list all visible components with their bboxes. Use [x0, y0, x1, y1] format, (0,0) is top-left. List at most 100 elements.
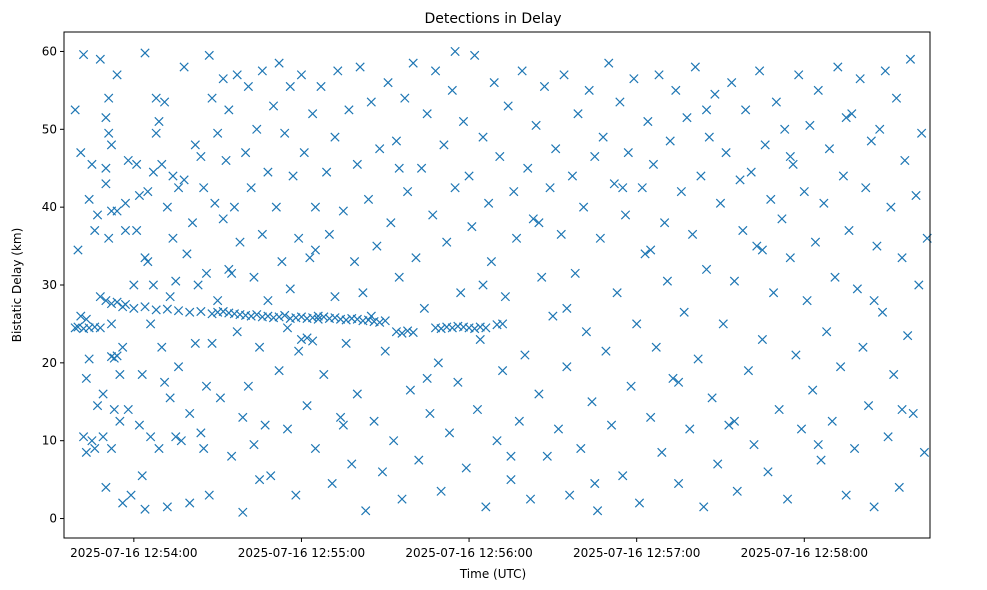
data-point-marker: [115, 416, 125, 426]
data-point-marker: [173, 306, 184, 316]
data-point-marker: [254, 474, 265, 485]
data-point-marker: [442, 237, 452, 247]
data-point-marker: [129, 303, 139, 313]
data-point-marker: [464, 171, 474, 181]
data-point-marker: [129, 280, 139, 290]
data-point-marker: [528, 214, 538, 224]
data-point-marker: [338, 206, 348, 216]
data-point-marker: [352, 389, 362, 399]
data-point-marker: [308, 336, 318, 346]
data-point-marker: [827, 416, 837, 426]
data-point-marker: [612, 288, 622, 298]
data-point-marker: [559, 70, 569, 80]
data-point-marker: [777, 214, 787, 224]
data-point-marker: [830, 272, 840, 282]
data-point-marker: [768, 288, 779, 298]
data-point-marker: [478, 132, 488, 142]
data-point-marker: [640, 249, 650, 259]
data-point-marker: [897, 404, 907, 415]
data-point-marker: [366, 97, 376, 107]
data-point-marker: [495, 151, 505, 162]
data-point-marker: [148, 280, 159, 290]
data-point-marker: [855, 74, 865, 84]
data-point-marker: [302, 401, 312, 411]
data-point-marker: [570, 268, 580, 278]
data-point-marker: [190, 140, 200, 150]
data-point-marker: [112, 70, 122, 80]
data-point-marker: [115, 369, 125, 380]
data-point-marker: [274, 312, 284, 322]
data-point-marker: [757, 334, 768, 345]
data-point-marker: [595, 233, 605, 243]
data-point-marker: [134, 190, 145, 201]
data-point-marker: [523, 163, 533, 173]
data-point-marker: [78, 432, 89, 442]
data-point-marker: [134, 420, 145, 430]
data-point-marker: [87, 159, 97, 169]
data-point-marker: [713, 459, 723, 469]
data-point-marker: [291, 490, 301, 500]
data-point-marker: [816, 455, 826, 465]
data-point-marker: [618, 471, 628, 481]
data-point-marker: [352, 159, 362, 169]
data-point-marker: [185, 498, 195, 508]
data-point-marker: [665, 136, 675, 146]
data-point-marker: [785, 151, 795, 162]
data-point-marker: [243, 381, 253, 391]
chart-title: Detections in Delay: [424, 11, 561, 27]
data-point-marker: [539, 81, 550, 92]
data-point-marker: [629, 74, 639, 84]
data-point-marker: [489, 77, 499, 88]
data-point-marker: [743, 366, 754, 376]
data-point-marker: [701, 264, 712, 275]
data-point-marker: [238, 412, 248, 422]
data-point-marker: [361, 506, 371, 516]
y-tick-label: 40: [42, 200, 57, 214]
y-tick-label: 60: [42, 44, 57, 58]
x-tick-label: 2025-07-16 12:58:00: [741, 546, 868, 560]
data-point-marker: [310, 202, 321, 212]
data-point-marker: [104, 128, 114, 138]
data-point-marker: [545, 183, 555, 193]
data-point-marker: [90, 443, 100, 454]
data-point-marker: [436, 486, 446, 496]
data-point-marker: [486, 257, 497, 267]
data-point-marker: [620, 210, 631, 220]
data-point-marker: [383, 77, 393, 88]
data-point-marker: [623, 148, 633, 158]
data-point-marker: [659, 218, 670, 228]
data-point-marker: [877, 307, 888, 317]
data-point-marker: [313, 314, 323, 324]
data-point-marker: [126, 490, 136, 500]
data-point-marker: [196, 306, 206, 317]
data-point-marker: [218, 306, 228, 317]
data-point-marker: [869, 502, 879, 512]
data-point-marker: [481, 323, 491, 333]
data-point-marker: [648, 159, 659, 169]
data-point-marker: [87, 436, 97, 446]
y-tick-label: 20: [42, 356, 57, 370]
data-point-marker: [542, 451, 552, 461]
data-point-marker: [428, 210, 438, 220]
data-point-marker: [578, 202, 589, 212]
data-point-marker: [263, 167, 273, 177]
data-point-marker: [671, 85, 681, 96]
data-point-marker: [355, 62, 365, 72]
data-point-marker: [215, 393, 226, 403]
data-point-marker: [598, 132, 608, 142]
data-point-marker: [143, 257, 153, 267]
data-point-marker: [514, 416, 524, 426]
data-point-marker: [101, 163, 111, 173]
data-point-marker: [872, 241, 882, 251]
data-point-marker: [76, 311, 86, 321]
data-point-marker: [106, 140, 117, 150]
data-point-marker: [701, 105, 712, 115]
data-point-marker: [207, 309, 217, 319]
data-point-marker: [704, 132, 714, 142]
data-point-marker: [866, 136, 876, 146]
data-point-marker: [472, 404, 483, 415]
data-point-marker: [157, 342, 167, 352]
data-point-marker: [375, 144, 385, 154]
data-point-marker: [140, 302, 150, 312]
